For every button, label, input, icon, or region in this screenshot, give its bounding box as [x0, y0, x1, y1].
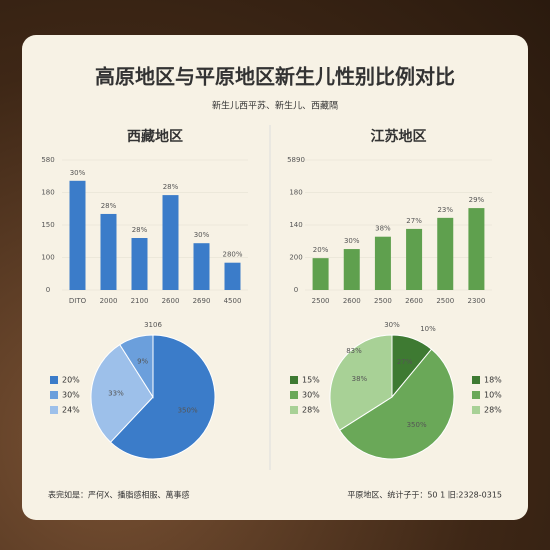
y-tick-label: 140	[289, 221, 302, 229]
x-tick-label: 2500	[436, 297, 454, 305]
legend-label: 30%	[302, 391, 320, 400]
legend-swatch	[472, 406, 480, 414]
legend-swatch	[290, 406, 298, 414]
pie-slice	[109, 334, 216, 460]
value-label: 30%	[194, 231, 210, 239]
legend-label: 28%	[302, 406, 320, 415]
x-tick-label: 2100	[131, 297, 149, 305]
bar	[100, 213, 117, 290]
x-tick-label: DITO	[69, 297, 87, 305]
bar	[69, 180, 86, 290]
value-label: 30%	[70, 169, 86, 177]
bar	[193, 243, 210, 290]
bar	[343, 249, 360, 290]
value-label: 28%	[101, 202, 117, 210]
annotation: 30%	[384, 321, 400, 329]
x-tick-label: 2690	[193, 297, 211, 305]
legend-swatch	[472, 391, 480, 399]
bar	[468, 208, 485, 290]
y-tick-label: 150	[41, 221, 54, 229]
legend-label: 10%	[484, 391, 502, 400]
y-tick-label: 180	[41, 189, 54, 197]
pie-slice	[90, 343, 154, 443]
annotation: 83%	[346, 347, 362, 355]
bar	[162, 195, 179, 290]
x-tick-label: 4500	[224, 297, 242, 305]
legend-swatch	[50, 391, 58, 399]
value-label: 27%	[397, 358, 413, 366]
bar	[374, 236, 391, 290]
value-label: 350%	[178, 407, 198, 415]
y-tick-label: 0	[46, 286, 50, 294]
bar	[224, 262, 241, 290]
y-tick-label: 200	[289, 254, 302, 262]
footer-left: 表完如是：严何X、播脂感相服、萬事感	[48, 490, 189, 500]
pie-slice	[329, 334, 393, 431]
chart-title: 江苏地区	[371, 128, 427, 145]
legend-label: 20%	[62, 376, 80, 385]
y-tick-label: 5890	[287, 156, 305, 164]
bar	[437, 217, 454, 290]
value-label: 280%	[222, 251, 242, 259]
bar	[312, 258, 329, 290]
pie-slice	[338, 348, 455, 460]
x-tick-label: 2600	[343, 297, 361, 305]
x-tick-label: 2000	[100, 297, 118, 305]
bar	[131, 238, 148, 290]
legend-label: 30%	[62, 391, 80, 400]
value-label: 350%	[407, 421, 427, 429]
chart-title: 西藏地区	[127, 128, 183, 145]
legend-swatch	[50, 376, 58, 384]
legend-label: 28%	[484, 406, 502, 415]
x-tick-label: 2600	[162, 297, 180, 305]
x-tick-label: 2500	[374, 297, 392, 305]
legend-label: 24%	[62, 406, 80, 415]
annotation: 3106	[144, 321, 162, 329]
value-label: 28%	[163, 183, 179, 191]
value-label: 9%	[137, 357, 148, 365]
subtitle: 新生儿西平苏、新生儿、西藏隔	[212, 100, 338, 112]
y-tick-label: 180	[289, 189, 302, 197]
footer-right: 平原地区、统计子于：50 1 旧:2328-0315	[347, 490, 502, 500]
value-label: 23%	[437, 206, 453, 214]
legend-swatch	[290, 391, 298, 399]
x-tick-label: 2600	[405, 297, 423, 305]
value-label: 38%	[375, 225, 391, 233]
value-label: 28%	[132, 226, 148, 234]
pie-slice	[119, 334, 154, 399]
legend-swatch	[472, 376, 480, 384]
legend-swatch	[290, 376, 298, 384]
bar	[406, 228, 423, 290]
x-tick-label: 2500	[312, 297, 330, 305]
value-label: 33%	[108, 389, 124, 397]
legend-label: 18%	[484, 376, 502, 385]
legend-label: 15%	[302, 376, 320, 385]
y-tick-label: 0	[294, 286, 298, 294]
legend-swatch	[50, 406, 58, 414]
title: 高原地区与平原地区新生儿性别比例对比	[95, 65, 455, 89]
value-label: 29%	[469, 196, 485, 204]
x-tick-label: 2300	[468, 297, 486, 305]
value-label: 30%	[344, 237, 360, 245]
value-label: 27%	[406, 217, 422, 225]
y-tick-label: 580	[41, 156, 54, 164]
annotation: 10%	[420, 325, 436, 333]
value-label: 20%	[313, 246, 329, 254]
y-tick-label: 100	[41, 254, 54, 262]
value-label: 38%	[352, 375, 368, 383]
